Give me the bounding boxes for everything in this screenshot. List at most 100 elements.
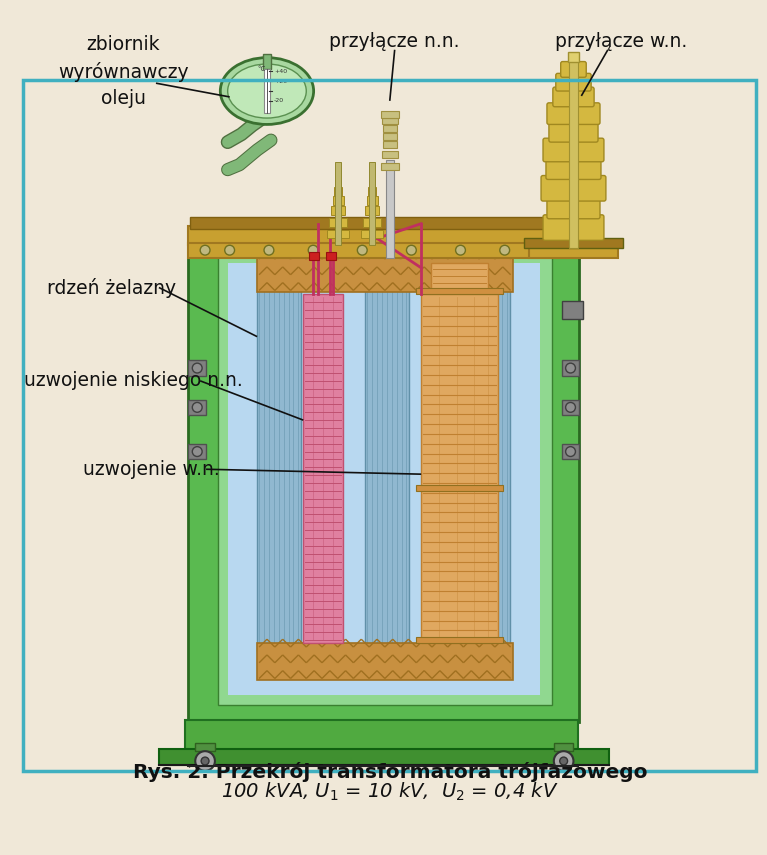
- FancyBboxPatch shape: [364, 218, 381, 227]
- Text: przyłącze n.n.: przyłącze n.n.: [330, 32, 460, 51]
- FancyBboxPatch shape: [331, 206, 344, 215]
- FancyBboxPatch shape: [361, 229, 383, 239]
- FancyBboxPatch shape: [383, 126, 397, 133]
- Text: uzwojenie niskiego n.n.: uzwojenie niskiego n.n.: [24, 371, 242, 391]
- FancyBboxPatch shape: [263, 54, 271, 69]
- FancyBboxPatch shape: [386, 160, 393, 258]
- Circle shape: [225, 245, 235, 255]
- FancyBboxPatch shape: [416, 485, 502, 491]
- Circle shape: [500, 245, 509, 255]
- FancyBboxPatch shape: [568, 56, 578, 248]
- FancyBboxPatch shape: [326, 252, 336, 260]
- FancyBboxPatch shape: [365, 206, 379, 215]
- FancyBboxPatch shape: [543, 215, 604, 240]
- FancyBboxPatch shape: [416, 288, 502, 294]
- Text: przyłącze w.n.: przyłącze w.n.: [555, 32, 686, 51]
- FancyBboxPatch shape: [541, 175, 606, 201]
- Circle shape: [193, 403, 202, 412]
- Text: Rys. 2. Przekrój transformatora trójfazowego: Rys. 2. Przekrój transformatora trójfazo…: [133, 762, 647, 781]
- Text: +20: +20: [274, 79, 287, 84]
- FancyBboxPatch shape: [466, 273, 509, 651]
- FancyBboxPatch shape: [381, 110, 399, 117]
- FancyBboxPatch shape: [264, 69, 270, 113]
- Circle shape: [201, 757, 209, 765]
- FancyBboxPatch shape: [416, 637, 502, 643]
- FancyBboxPatch shape: [547, 103, 600, 125]
- FancyBboxPatch shape: [367, 196, 378, 205]
- FancyBboxPatch shape: [525, 239, 623, 248]
- Circle shape: [456, 245, 466, 255]
- FancyBboxPatch shape: [186, 720, 578, 752]
- FancyBboxPatch shape: [383, 133, 397, 140]
- FancyBboxPatch shape: [561, 399, 579, 416]
- FancyBboxPatch shape: [369, 162, 375, 245]
- FancyBboxPatch shape: [257, 255, 512, 292]
- Circle shape: [529, 245, 539, 255]
- FancyBboxPatch shape: [334, 187, 341, 196]
- FancyBboxPatch shape: [369, 180, 375, 189]
- FancyBboxPatch shape: [257, 273, 301, 651]
- FancyBboxPatch shape: [159, 749, 609, 765]
- FancyBboxPatch shape: [189, 244, 579, 258]
- FancyBboxPatch shape: [383, 141, 397, 148]
- FancyBboxPatch shape: [228, 263, 540, 695]
- FancyBboxPatch shape: [189, 226, 579, 245]
- FancyBboxPatch shape: [556, 74, 591, 91]
- FancyBboxPatch shape: [218, 253, 552, 705]
- Circle shape: [308, 245, 318, 255]
- FancyBboxPatch shape: [190, 217, 578, 228]
- Circle shape: [560, 757, 568, 765]
- FancyBboxPatch shape: [561, 62, 586, 77]
- Circle shape: [565, 403, 575, 412]
- Text: -20: -20: [274, 98, 284, 103]
- FancyBboxPatch shape: [303, 294, 343, 643]
- Circle shape: [196, 752, 215, 771]
- FancyBboxPatch shape: [561, 360, 579, 376]
- FancyBboxPatch shape: [431, 263, 488, 292]
- FancyBboxPatch shape: [554, 743, 574, 752]
- FancyBboxPatch shape: [329, 218, 347, 227]
- FancyBboxPatch shape: [327, 229, 348, 239]
- FancyBboxPatch shape: [381, 162, 399, 169]
- FancyBboxPatch shape: [257, 643, 512, 681]
- FancyBboxPatch shape: [368, 187, 376, 196]
- FancyBboxPatch shape: [309, 252, 319, 260]
- Circle shape: [193, 446, 202, 457]
- Ellipse shape: [228, 64, 306, 118]
- FancyBboxPatch shape: [421, 294, 498, 643]
- Circle shape: [357, 245, 367, 255]
- Text: zbiornik
wyrównawczy
oleju: zbiornik wyrównawczy oleju: [58, 35, 189, 108]
- FancyBboxPatch shape: [382, 117, 397, 125]
- Ellipse shape: [220, 57, 314, 125]
- Text: °C: °C: [257, 67, 265, 73]
- FancyBboxPatch shape: [549, 121, 598, 142]
- Text: +40: +40: [274, 69, 287, 74]
- FancyBboxPatch shape: [547, 198, 600, 219]
- FancyBboxPatch shape: [365, 273, 410, 651]
- Circle shape: [554, 752, 574, 771]
- FancyBboxPatch shape: [561, 444, 579, 459]
- Circle shape: [264, 245, 274, 255]
- FancyBboxPatch shape: [568, 52, 579, 62]
- FancyBboxPatch shape: [189, 444, 206, 459]
- Circle shape: [193, 363, 202, 373]
- FancyBboxPatch shape: [546, 158, 601, 180]
- Circle shape: [565, 446, 575, 457]
- FancyBboxPatch shape: [382, 151, 397, 158]
- FancyBboxPatch shape: [334, 162, 341, 245]
- FancyBboxPatch shape: [189, 360, 206, 376]
- Text: 100 kVA, $U_1$ = 10 kV,  $U_2$ = 0,4 kV: 100 kVA, $U_1$ = 10 kV, $U_2$ = 0,4 kV: [221, 781, 558, 803]
- Text: rdzeń żelazny: rdzeń żelazny: [48, 278, 176, 298]
- Circle shape: [554, 245, 564, 255]
- FancyBboxPatch shape: [189, 245, 579, 722]
- FancyBboxPatch shape: [334, 180, 341, 189]
- FancyBboxPatch shape: [196, 743, 215, 752]
- FancyBboxPatch shape: [561, 301, 583, 319]
- Text: uzwojenie w.n.: uzwojenie w.n.: [83, 460, 219, 479]
- FancyBboxPatch shape: [529, 242, 617, 258]
- FancyBboxPatch shape: [553, 87, 594, 107]
- Circle shape: [407, 245, 416, 255]
- FancyBboxPatch shape: [333, 196, 344, 205]
- Circle shape: [565, 363, 575, 373]
- FancyBboxPatch shape: [189, 399, 206, 416]
